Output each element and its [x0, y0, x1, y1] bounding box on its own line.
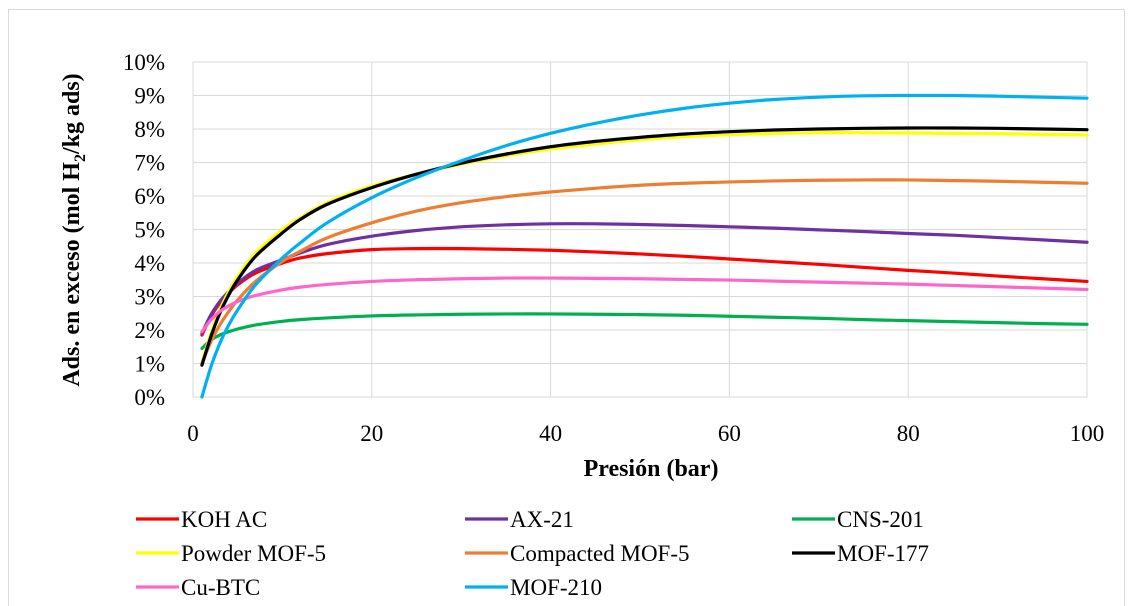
- legend: KOH AC AX-21 CNS-201 Powder MOF-5 Compacted …: [136, 507, 929, 600]
- legend-label: MOF-210: [510, 575, 602, 600]
- legend-item-ax-21: AX-21: [465, 507, 574, 532]
- x-tick-label: 100: [1070, 421, 1105, 446]
- legend-item-powder-mof-5: Powder MOF-5: [136, 541, 326, 566]
- legend-label: AX-21: [510, 507, 574, 532]
- y-tick-label: 0%: [134, 385, 165, 410]
- y-tick-label: 3%: [134, 285, 165, 310]
- x-tick-label: 20: [360, 421, 383, 446]
- y-tick-label: 7%: [134, 151, 165, 176]
- grid: [193, 62, 1087, 397]
- x-axis-title: Presión (bar): [584, 456, 719, 482]
- y-tick-label: 10%: [123, 50, 165, 75]
- legend-label: Compacted MOF-5: [510, 541, 690, 566]
- y-tick-label: 5%: [134, 218, 165, 243]
- series-lines: [202, 95, 1087, 397]
- y-tick-label: 1%: [134, 352, 165, 377]
- legend-label: Powder MOF-5: [181, 541, 326, 566]
- y-tick-label: 9%: [134, 84, 165, 109]
- tick-labels: 0% 1% 2% 3% 4% 5% 6% 7% 8% 9% 10% 0 20 40 60 80 100: [123, 50, 1104, 446]
- x-tick-label: 80: [897, 421, 920, 446]
- series-line-cns-201: [202, 314, 1087, 349]
- legend-item-cu-btc: Cu-BTC: [136, 575, 260, 600]
- series-line-powder-mof-5: [202, 133, 1087, 364]
- legend-item-cns-201: CNS-201: [792, 507, 924, 532]
- legend-label: KOH AC: [181, 507, 267, 532]
- legend-item-compacted-mof-5: Compacted MOF-5: [465, 541, 690, 566]
- x-tick-label: 40: [539, 421, 562, 446]
- y-tick-label: 4%: [134, 251, 165, 276]
- legend-label: Cu-BTC: [181, 575, 260, 600]
- y-axis-title: Ads. en exceso (mol H2/kg ads): [59, 73, 89, 386]
- y-tick-label: 8%: [134, 117, 165, 142]
- series-line-cu-btc: [202, 278, 1087, 332]
- legend-item-mof-210: MOF-210: [465, 575, 602, 600]
- legend-label: MOF-177: [837, 541, 929, 566]
- x-tick-label: 0: [187, 421, 199, 446]
- x-tick-label: 60: [718, 421, 741, 446]
- legend-label: CNS-201: [837, 507, 924, 532]
- y-tick-label: 2%: [134, 318, 165, 343]
- y-tick-label: 6%: [134, 184, 165, 209]
- legend-item-mof-177: MOF-177: [792, 541, 929, 566]
- legend-item-koh-ac: KOH AC: [136, 507, 267, 532]
